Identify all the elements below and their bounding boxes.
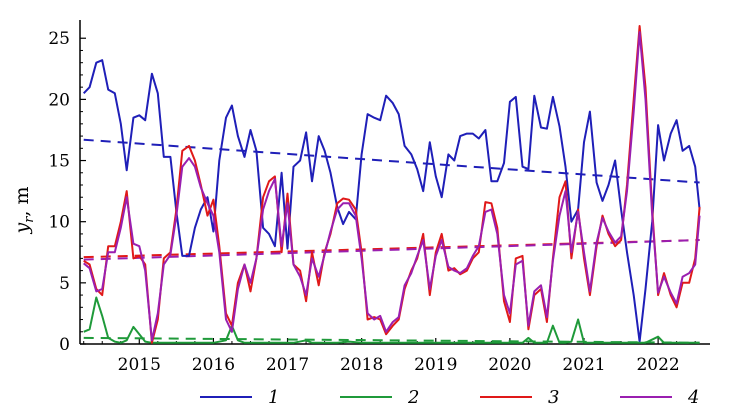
- axes: [79, 20, 710, 345]
- trend-line-series-4: [83, 239, 700, 261]
- y-tick-label-5: 5: [59, 274, 70, 294]
- y-axis-title-symbol: y: [11, 223, 33, 235]
- x-tick-label-2022: 2022: [636, 355, 679, 375]
- legend-label-4: 4: [687, 387, 699, 408]
- trend-line-series-1: [83, 138, 700, 184]
- y-axis-title: yr, m: [11, 186, 37, 234]
- trend-line-series-3: [83, 239, 700, 259]
- y-ticks: 0 5 10 15 20 25: [48, 29, 86, 355]
- y-tick-label-0: 0: [59, 335, 70, 355]
- x-tick-label-2020: 2020: [488, 355, 531, 375]
- series-lines: [82, 25, 701, 344]
- x-tick-label-2016: 2016: [192, 355, 235, 375]
- x-ticks: 2015 2016 2017 2018 2019 2020 2021 2022: [83, 338, 696, 375]
- series-line-1: [82, 59, 701, 343]
- x-tick-label-2015: 2015: [118, 355, 161, 375]
- series-line-2: [83, 296, 700, 344]
- y-tick-label-25: 25: [48, 29, 70, 49]
- y-axis-title-unit: , m: [11, 186, 33, 216]
- trend-lines: [83, 138, 700, 344]
- legend-label-2: 2: [407, 387, 419, 408]
- series-line-4: [83, 31, 701, 342]
- x-tick-label-2019: 2019: [414, 355, 457, 375]
- legend-label-3: 3: [548, 387, 559, 408]
- y-tick-label-15: 15: [48, 152, 70, 172]
- x-tick-label-2021: 2021: [562, 355, 605, 375]
- legend: 1 2 3 4: [200, 387, 699, 408]
- y-axis-title-subscript: r: [22, 216, 37, 223]
- series-line-3: [83, 25, 701, 344]
- legend-label-1: 1: [268, 387, 279, 408]
- x-tick-label-2017: 2017: [266, 355, 309, 375]
- y-tick-label-20: 20: [48, 90, 70, 110]
- x-tick-label-2018: 2018: [340, 355, 383, 375]
- y-tick-label-10: 10: [48, 213, 70, 233]
